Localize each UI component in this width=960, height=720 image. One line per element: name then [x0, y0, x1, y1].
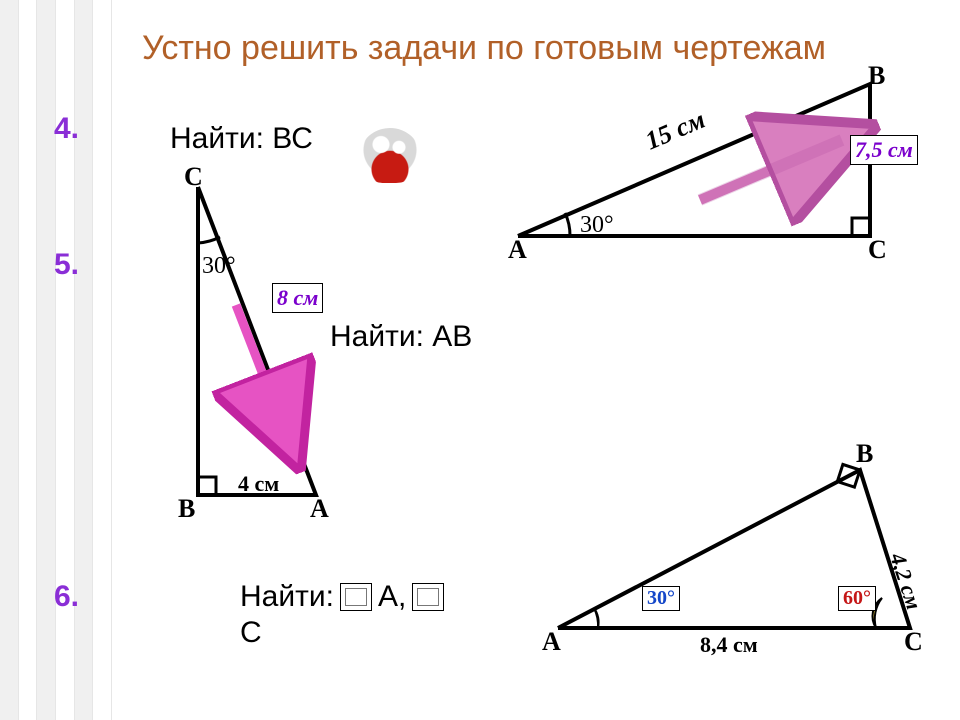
task5-point-B: B — [178, 494, 195, 523]
task4-triangle: A B C 15 см 30° — [470, 60, 910, 260]
task6-moon-A-icon — [594, 608, 599, 628]
task6-find-suffix: С — [240, 616, 262, 650]
task6-angle-C-answer: 60° — [838, 586, 876, 611]
task4-point-C: C — [868, 235, 887, 260]
task4-point-B: B — [868, 61, 885, 90]
broken-ole-icon — [412, 583, 444, 611]
task6-point-B: B — [856, 439, 873, 468]
diagram-stage: Найти: ВС A B C 15 см 30° 7,5 см — [120, 0, 960, 720]
broken-ole-icon — [340, 583, 372, 611]
task4-answer: 7,5 см — [850, 135, 918, 165]
task5-angle-label: 30° — [202, 253, 236, 279]
task6-find-prefix: Найти: — [240, 580, 334, 614]
task5-base-label: 4 см — [238, 471, 279, 496]
task6-base-label: 8,4 см — [700, 632, 758, 657]
task4-angle-label: 30° — [580, 212, 614, 238]
problem-number-4: 4. — [54, 112, 79, 146]
task6-point-C: C — [904, 627, 923, 656]
task4-point-A: A — [508, 235, 527, 260]
task5-point-C: C — [184, 165, 203, 191]
task5-answer: 8 см — [272, 283, 323, 313]
task4-find-label: Найти: ВС — [170, 122, 313, 156]
task6-side-label: 4,2 см — [885, 549, 927, 613]
task6-find-mid: А, — [378, 580, 406, 614]
problem-number-5: 5. — [54, 248, 79, 282]
task5-point-A: A — [310, 494, 329, 523]
task6-find-row: Найти: А, — [240, 580, 444, 614]
task6-point-A: A — [542, 627, 561, 656]
task5-find-label: Найти: АВ — [330, 320, 472, 354]
task6-triangle: A B C 8,4 см 4,2 см — [540, 400, 950, 660]
task6-angle-A-answer: 30° — [642, 586, 680, 611]
task5-arrow-icon — [236, 305, 288, 439]
problem-number-6: 6. — [54, 580, 79, 614]
task4-hyp-label: 15 см — [641, 105, 709, 156]
